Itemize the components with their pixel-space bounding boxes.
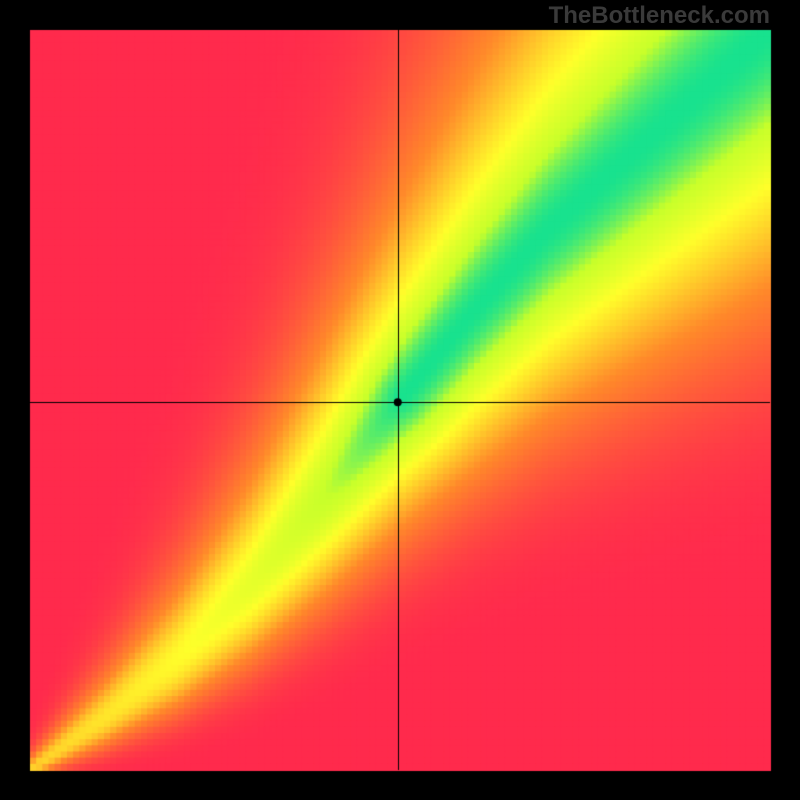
watermark-text: TheBottleneck.com [549,2,770,30]
bottleneck-heatmap [0,0,800,800]
chart-container: TheBottleneck.com [0,0,800,800]
